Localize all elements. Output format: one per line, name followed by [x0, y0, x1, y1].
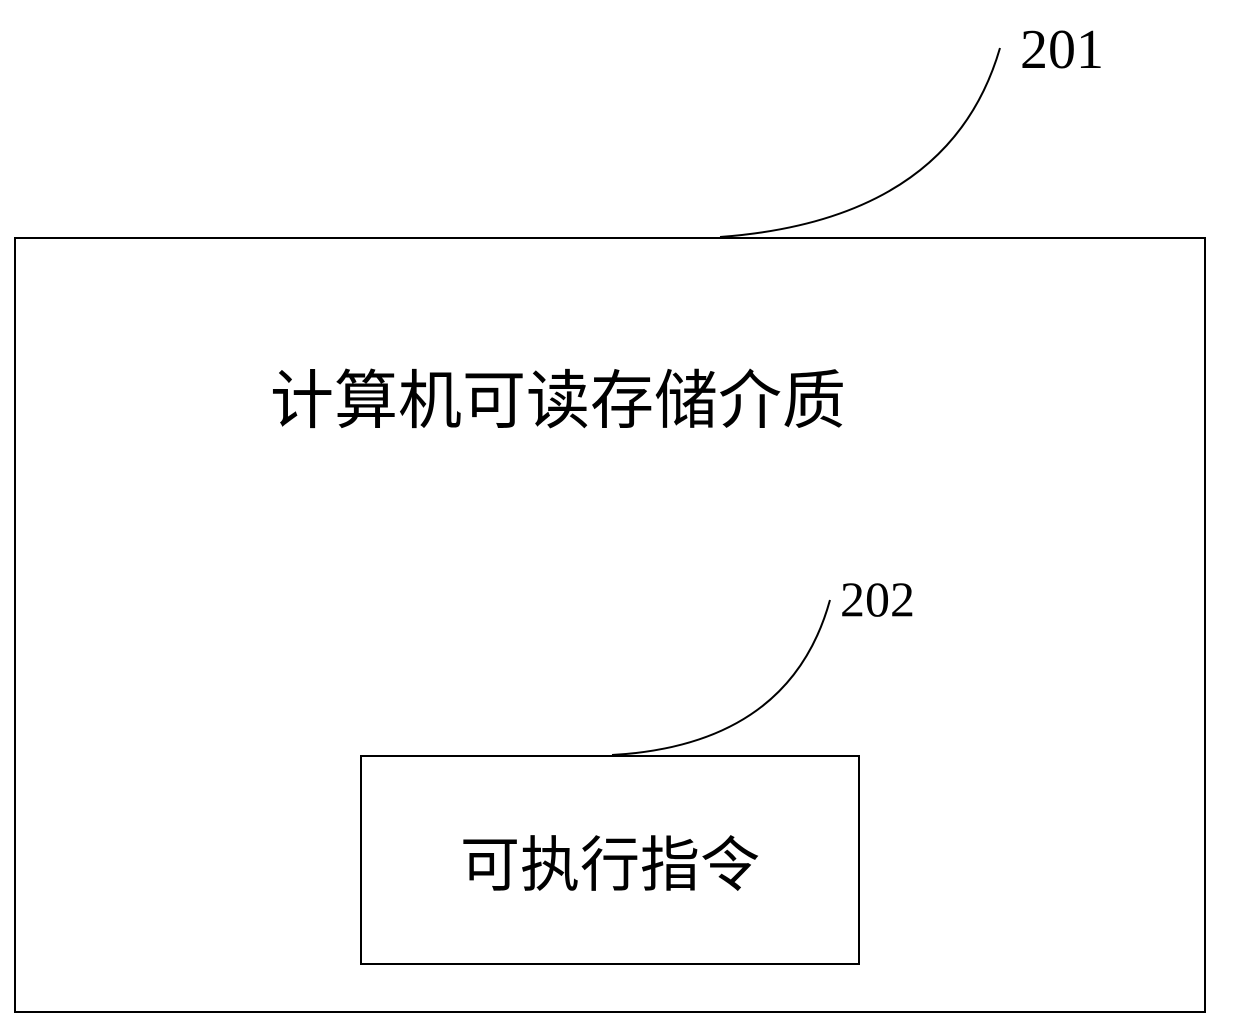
- leader-line-202: [608, 596, 834, 759]
- leader-line-201: [716, 44, 1004, 241]
- reference-label-202: 202: [840, 570, 915, 628]
- ref-201-text: 201: [1020, 19, 1104, 81]
- outer-title-text: 计算机可读存储介质: [270, 366, 846, 437]
- outer-box-title: 计算机可读存储介质: [270, 350, 846, 442]
- inner-box-label: 可执行指令: [460, 817, 760, 904]
- diagram-container: 计算机可读存储介质 可执行指令 201 202: [0, 0, 1240, 1026]
- ref-202-text: 202: [840, 571, 915, 627]
- inner-box: 可执行指令: [360, 755, 860, 965]
- reference-label-201: 201: [1020, 18, 1104, 82]
